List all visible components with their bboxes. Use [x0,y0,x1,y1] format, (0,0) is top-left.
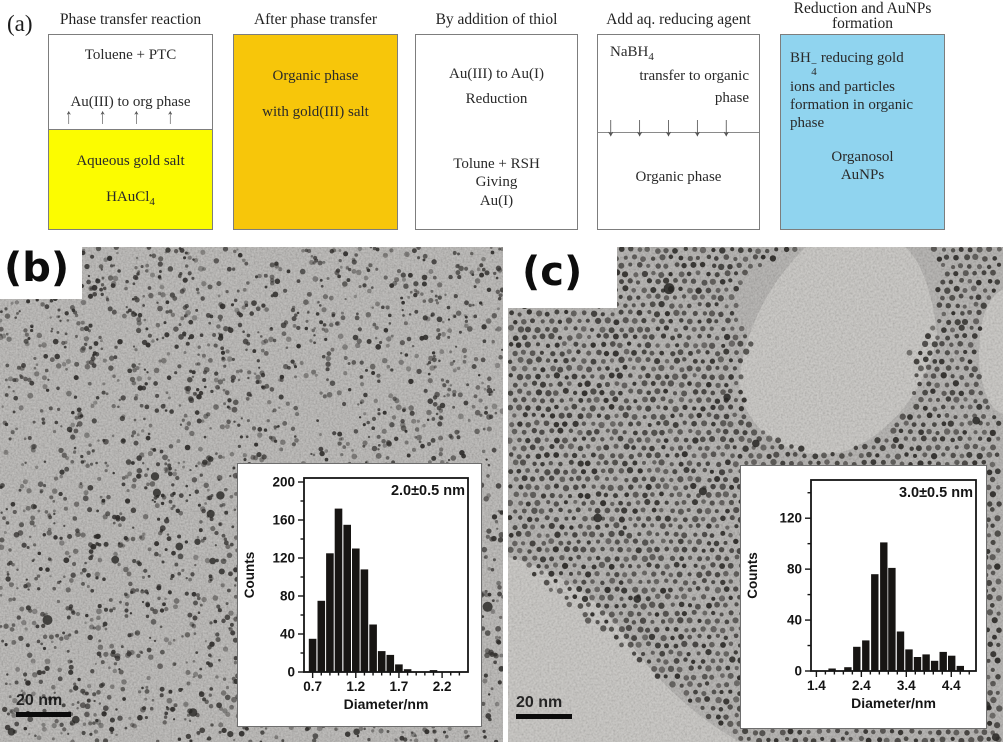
svg-text:80: 80 [280,589,295,604]
scale-bar-c: 20 nm [516,694,572,719]
transfer-organic-text: transfer to organic [639,68,749,84]
bh4-base: BH [790,50,811,66]
panel-b-label: (b) [4,245,70,291]
step3-title: By addition of thiol [435,11,558,28]
up-arrow-icon: ↑ [65,106,73,130]
bh4-line4: phase [790,115,825,131]
panel-a-label: (a) [7,11,33,36]
svg-text:0.7: 0.7 [303,679,322,694]
up-arrow-icon: ↑ [166,106,174,130]
svg-text:2.0±0.5 nm: 2.0±0.5 nm [391,483,465,499]
nabh4-base: NaBH [610,44,649,60]
step2-box: Organic phase with gold(III) salt [233,34,398,230]
svg-text:1.2: 1.2 [346,679,365,694]
bh4-reduction-text: BH −4 reducing gold ions and particles fo… [790,49,940,132]
svg-text:Diameter/nm: Diameter/nm [344,696,429,712]
step4-title: Add aq. reducing agent [606,11,751,28]
svg-text:0: 0 [287,665,295,680]
au3-au1-text: Au(III) to Au(I) [449,66,544,82]
au1-text: Au(I) [479,193,514,209]
svg-text:1.7: 1.7 [390,679,409,694]
step1-toluene-text: Toluene + PTC [84,47,177,63]
haucl4-base: HAuCl [106,189,150,205]
bh4-line3: formation in organic [790,97,914,113]
svg-text:120: 120 [272,551,295,566]
step1-title: Phase transfer reaction [59,11,202,28]
nabh4-sub: 4 [648,51,654,63]
step5-title: Reduction and AuNPs formation [770,0,955,32]
svg-text:160: 160 [272,513,295,528]
svg-text:40: 40 [280,627,295,642]
reduction-text: Reduction [465,91,528,107]
step2-title: After phase transfer [253,11,378,28]
svg-text:Counts: Counts [242,552,257,599]
down-arrow-icon: ↓ [606,112,616,143]
step4-box: NaBH4 transfer to organic phase ↓ ↓ ↓ ↓ … [597,34,760,230]
step5-box: BH −4 reducing gold ions and particles fo… [780,34,945,230]
panel-c-label-area [508,247,617,308]
scale-bar-c-text: 20 nm [516,694,563,711]
phase-text: phase [714,90,749,106]
aqueous-phase-region: Aqueous gold salt HAuCl4 [48,129,213,230]
step3-box: Au(III) to Au(I) Reduction Tolune + RSH … [415,34,578,230]
up-arrow-icon: ↑ [132,106,141,130]
nabh4-formula: NaBH4 [610,44,654,63]
histogram-inset-b: 0 40 80 120 160 200 0.7 1.2 1.7 2.2 2.0±0.5 nm Diam… [237,463,482,727]
bh4-sub: 4 [811,66,817,78]
bh4-line2: ions and particles [790,79,895,95]
step5-title-line2: formation [831,15,894,32]
bh4-charge: − [810,58,818,70]
organic-phase-text: Organic phase [272,68,359,84]
aunps-text: AuNPs [840,167,885,183]
organosol-text: Organosol [831,149,894,165]
aqueous-gold-salt-text: Aqueous gold salt [76,153,185,169]
step5-title-line1: Reduction and AuNPs [793,0,932,17]
organic-phase-bottom-text: Organic phase [635,169,722,185]
scale-bar-c-line [516,714,572,719]
bh4-line1: reducing gold [817,50,904,66]
giving-text: Giving [475,174,518,190]
gold-salt-text: with gold(III) salt [262,104,369,120]
down-arrows: ↓ ↓ ↓ ↓ ↓ [606,114,731,142]
step1-box: Toluene + PTC Au(III) to org phase ↑ ↑ ↑… [48,34,213,230]
scale-bar-b-line [16,712,71,717]
phase-boundary-line [598,132,759,133]
panel-b-label-area [0,247,82,299]
scale-bar-b: 20 nm [16,692,71,717]
down-arrow-icon: ↓ [663,112,674,143]
haucl4-sub: 4 [149,196,155,208]
down-arrow-icon: ↓ [692,112,703,143]
tolune-rsh-text: Tolune + RSH [453,156,540,172]
up-arrow-icon: ↑ [98,106,107,130]
svg-text:2.2: 2.2 [433,679,452,694]
down-arrow-icon: ↓ [634,112,645,143]
step1-au-transfer-text: Au(III) to org phase [70,94,191,110]
down-arrow-icon: ↓ [721,112,732,143]
histogram-inset-c: 0 40 80 120 1.4 2.4 3.4 4.4 3.0±0.5 nm Diameter/n… [740,465,987,729]
haucl4-formula: HAuCl4 [49,189,212,208]
bh4-sub-charge: −4 [810,58,818,78]
scale-bar-b-text: 20 nm [16,692,63,709]
svg-text:200: 200 [272,475,295,490]
up-arrows: ↑ ↑ ↑ ↑ [65,107,174,129]
panel-c-label: (c) [522,249,583,295]
